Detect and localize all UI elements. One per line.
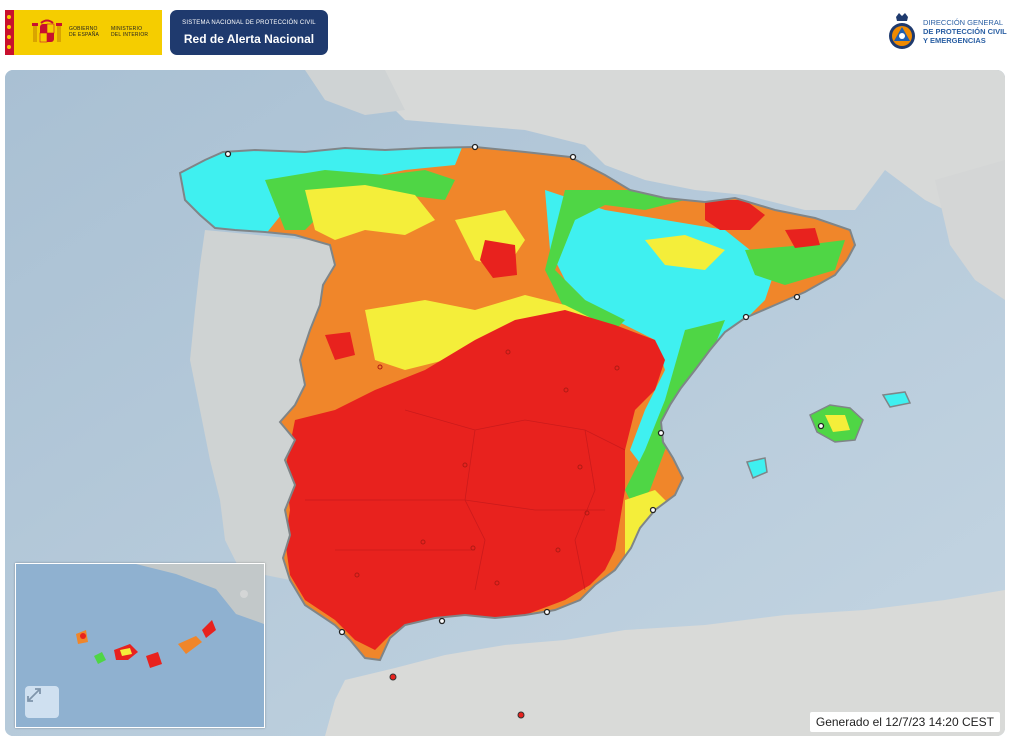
inland-stations [354,349,620,586]
ibiza [745,457,768,479]
ceuta [389,673,397,681]
italy-landmass [935,160,1005,300]
dg-line1: DIRECCIÓN GENERAL [923,18,1004,27]
dgpce-logo[interactable]: DIRECCIÓN GENERAL DE PROTECCIÓN CIVIL Y … [887,10,1007,55]
generated-timestamp: Generado el 12/7/23 14:20 CEST [809,712,1000,732]
africa-landmass [325,590,1005,736]
header: GOBIERNO DE ESPAÑA MINISTERIO DEL INTERI… [0,0,1010,64]
map-canvas[interactable] [5,70,1005,736]
alert-map[interactable]: Generado el 12/7/23 14:20 CEST [5,70,1005,736]
dg-line2: DE PROTECCIÓN CIVIL [923,27,1007,36]
system-title: Red de Alerta Nacional [183,32,315,46]
proteccion-civil-emblem-icon [889,13,915,49]
melilla [517,711,525,719]
menorca [881,391,912,408]
gov-line2: DE ESPAÑA [69,32,100,38]
gov-line3: MINISTERIO [111,26,143,32]
gov-line1: GOBIERNO [69,26,98,32]
red-alerta-nacional-badge[interactable]: SISTEMA NACIONAL DE PROTECCIÓN CIVIL Red… [170,10,328,55]
portugal-landmass [190,230,335,580]
system-subtitle: SISTEMA NACIONAL DE PROTECCIÓN CIVIL [182,20,316,26]
coat-of-arms-icon [32,19,62,43]
canary-islands-inset[interactable] [15,563,265,728]
province-borders [305,409,626,591]
gov-line4: DEL INTERIOR [111,32,149,38]
dg-line3: Y EMERGENCIAS [923,36,986,45]
coastal-stations [224,143,825,636]
france-landmass [385,70,1005,240]
expand-arrows-icon [27,688,41,702]
expand-inset-button[interactable] [25,686,59,718]
flag-stripe [5,10,14,55]
gobierno-logo[interactable]: GOBIERNO DE ESPAÑA MINISTERIO DEL INTERI… [5,10,162,55]
